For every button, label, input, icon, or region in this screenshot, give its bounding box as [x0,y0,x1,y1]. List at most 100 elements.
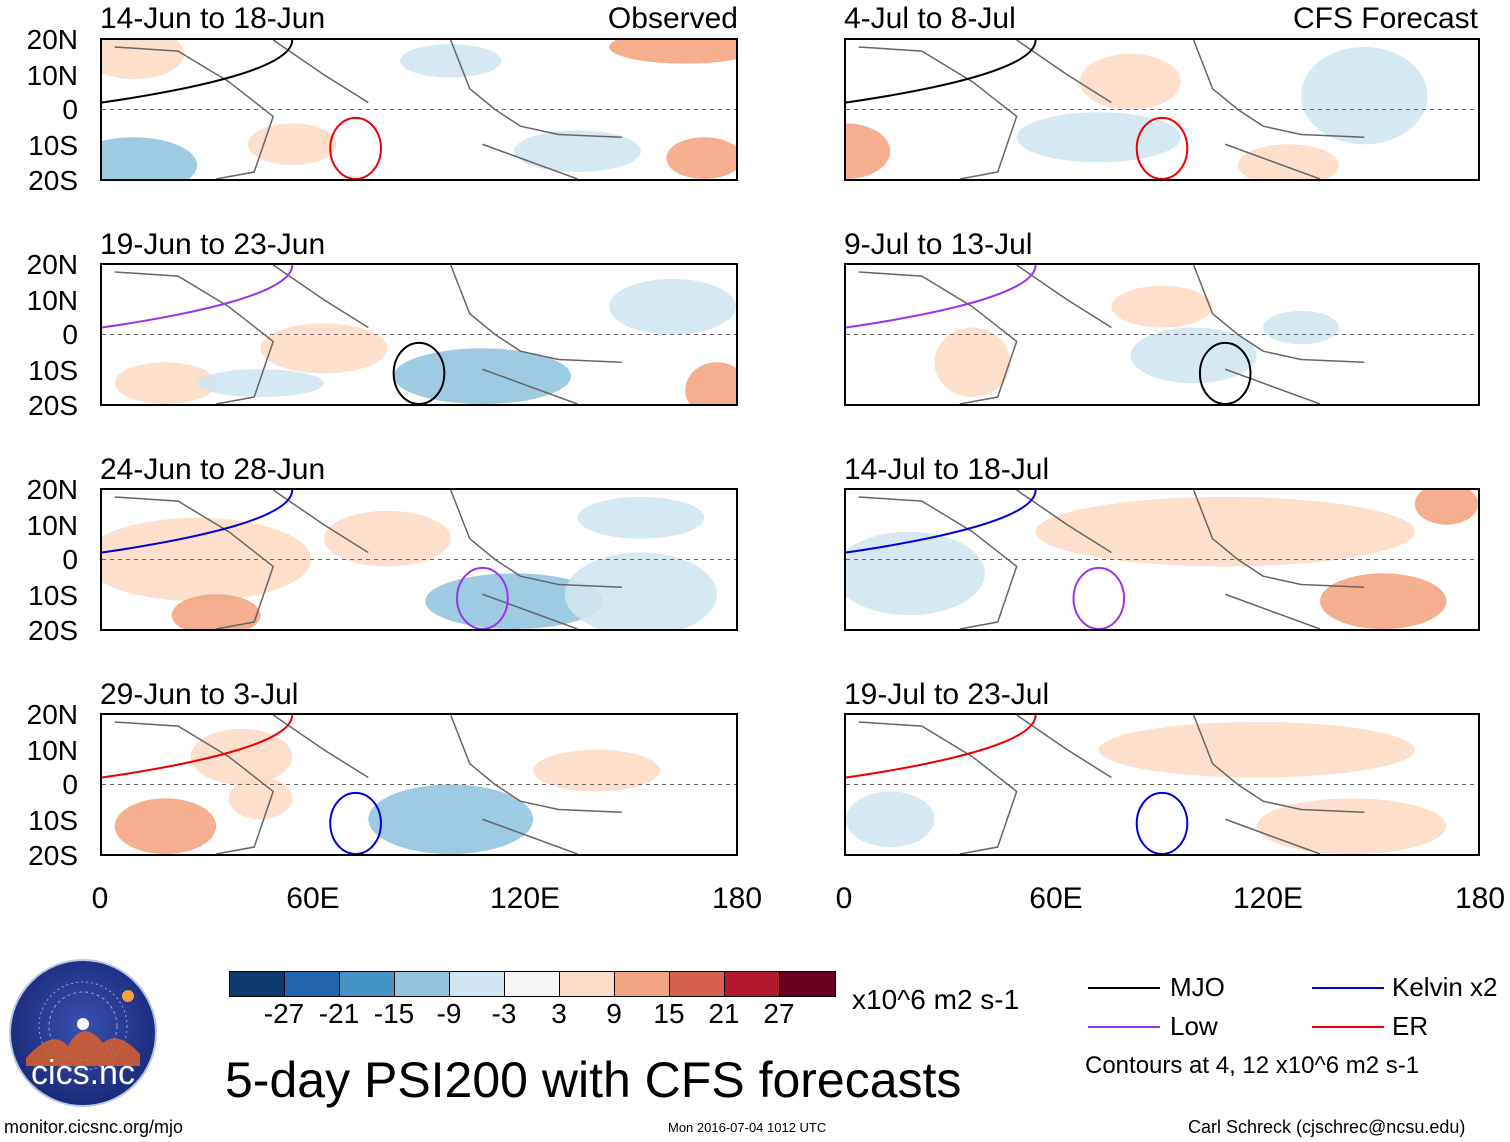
coastline [858,40,1365,179]
y-tick: 20N [26,474,78,505]
anomaly-shading [1256,798,1447,854]
cics-logo: cics.nc [8,958,158,1108]
colorbar-tick-label: 15 [653,998,685,1029]
y-tick: 0 [62,319,78,350]
x-tick: 180 [711,882,763,915]
anomaly-shading [564,552,717,629]
wave-contour [102,490,294,554]
y-tick: 10N [26,60,78,91]
logo-text: cics.nc [31,1054,135,1092]
colorbar-cell [670,972,725,996]
main-title: 5-day PSI200 with CFS forecasts [225,1052,962,1108]
map-panel-fcst-1 [844,38,1480,181]
anomaly-shading [685,362,736,404]
coastline [858,490,1365,629]
map-canvas [102,265,736,404]
panel-title-obs-1: 14-Jun to 18-Jun [100,2,326,35]
x-tick: 60E [286,882,340,915]
colorbar-cell [395,972,450,996]
map-panel-fcst-2 [844,263,1480,406]
legend-label-mjo: MJO [1170,972,1225,1002]
anomaly-shading [1301,46,1428,145]
map-panel-fcst-4 [844,713,1480,856]
anomaly-shading [1098,721,1415,778]
colorbar-cell [285,972,340,996]
legend-swatch-low [1088,1026,1160,1028]
anomaly-shading [533,749,660,792]
map-panel-obs-2 [100,263,738,406]
x-tick: 0 [835,882,853,915]
wave-contour [102,40,294,104]
legend-swatch-kelvin [1312,987,1384,989]
footer-url[interactable]: monitor.cicsnc.org/mjo [4,1117,184,1137]
anomaly-shading [228,777,293,820]
colorbar-cell [725,972,780,996]
map-canvas [846,715,1478,854]
y-tick: 0 [62,94,78,125]
coastline [114,715,622,854]
anomaly-shading [1414,490,1478,525]
colorbar-cell [780,972,835,996]
anomaly-shading [1016,112,1181,163]
footer-author: Carl Schreck (cjschrec@ncsu.edu) [1188,1117,1466,1137]
anomaly-shading [393,348,572,404]
legend-swatch-mjo [1088,987,1160,989]
x-tick: 120E [1232,882,1304,915]
coastline [114,40,622,179]
colorbar-tick-label: 27 [763,998,795,1029]
anomaly-shading [846,531,986,616]
anomaly-shading [609,278,736,335]
panel-title-fcst-4: 19-Jul to 23-Jul [844,678,1050,711]
x-tick: 180 [1454,882,1506,915]
legend-swatch-er [1312,1026,1384,1028]
anomaly-shading [1035,496,1415,567]
anomaly-shading [171,594,261,629]
colorbar-cell [450,972,505,996]
anomaly-shading [399,44,502,78]
forecast-label: CFS Forecast [1292,2,1478,35]
y-tick: 10N [26,285,78,316]
y-tick: 20N [26,249,78,280]
panel-title-obs-2: 19-Jun to 23-Jun [100,228,326,261]
map-panel-obs-1 [100,38,738,181]
x-tick: 60E [1029,882,1083,915]
anomaly-shading [577,496,705,539]
colorbar-cell [615,972,670,996]
y-tick: 20N [26,699,78,730]
colorbar-tick-label: 21 [708,998,740,1029]
colorbar-cell [230,972,285,996]
map-panel-obs-3 [100,488,738,631]
wave-contour [846,265,1037,329]
y-tick: 10S [28,130,78,161]
anomaly-shading [934,327,1011,398]
colorbar-tick-label: 3 [551,998,567,1029]
y-tick: 20S [28,390,78,421]
coastline [858,265,1365,404]
anomaly-shading [514,130,641,173]
coastline [114,265,622,404]
wave-contour [329,116,382,179]
anomaly-shading [1263,310,1339,345]
anomaly-shading [609,40,736,64]
anomaly-shading [368,784,534,854]
wave-contour [102,715,294,779]
anomaly-shading [197,369,324,398]
panel-title-obs-3: 24-Jun to 28-Jun [100,453,326,486]
legend-label-low: Low [1170,1011,1218,1041]
wave-contour [846,490,1037,554]
panel-title-obs-4: 29-Jun to 3-Jul [100,678,299,711]
map-canvas [102,40,736,179]
y-tick: 10N [26,510,78,541]
colorbar-tick-label: -9 [436,998,462,1029]
anomaly-shading [1237,144,1339,179]
y-tick: 20S [28,615,78,646]
panel-title-fcst-3: 14-Jul to 18-Jul [844,453,1050,486]
colorbar-cell [560,972,615,996]
map-canvas [102,490,736,629]
anomaly-shading [1111,285,1213,328]
y-tick: 20N [26,24,78,55]
map-panel-obs-4 [100,713,738,856]
y-tick: 10S [28,580,78,611]
anomaly-shading [323,510,451,567]
coastline [114,490,622,629]
